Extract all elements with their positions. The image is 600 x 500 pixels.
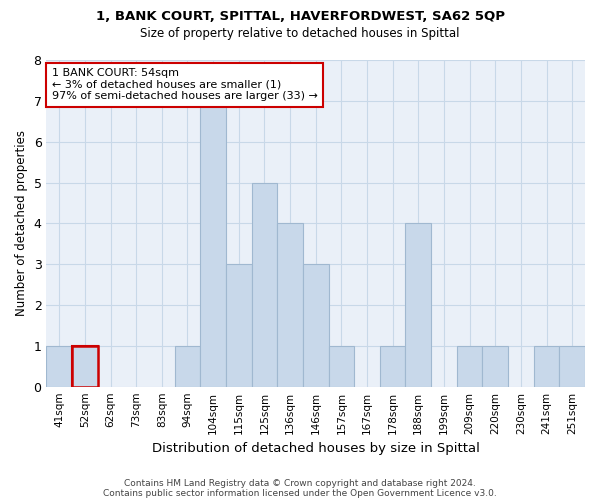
Bar — [277, 224, 303, 386]
Bar — [46, 346, 72, 387]
Y-axis label: Number of detached properties: Number of detached properties — [15, 130, 28, 316]
Bar — [559, 346, 585, 387]
Text: 1, BANK COURT, SPITTAL, HAVERFORDWEST, SA62 5QP: 1, BANK COURT, SPITTAL, HAVERFORDWEST, S… — [95, 10, 505, 23]
Bar — [534, 346, 559, 387]
Text: 1 BANK COURT: 54sqm
← 3% of detached houses are smaller (1)
97% of semi-detached: 1 BANK COURT: 54sqm ← 3% of detached hou… — [52, 68, 317, 102]
Bar — [226, 264, 251, 386]
Bar — [482, 346, 508, 387]
X-axis label: Distribution of detached houses by size in Spittal: Distribution of detached houses by size … — [152, 442, 479, 455]
Text: Contains HM Land Registry data © Crown copyright and database right 2024.: Contains HM Land Registry data © Crown c… — [124, 478, 476, 488]
Bar — [72, 346, 98, 387]
Bar — [303, 264, 329, 386]
Bar — [200, 101, 226, 386]
Text: Contains public sector information licensed under the Open Government Licence v3: Contains public sector information licen… — [103, 488, 497, 498]
Bar — [406, 224, 431, 386]
Bar — [380, 346, 406, 387]
Bar — [329, 346, 354, 387]
Bar — [175, 346, 200, 387]
Bar — [457, 346, 482, 387]
Bar — [72, 346, 98, 387]
Bar — [251, 182, 277, 386]
Text: Size of property relative to detached houses in Spittal: Size of property relative to detached ho… — [140, 28, 460, 40]
